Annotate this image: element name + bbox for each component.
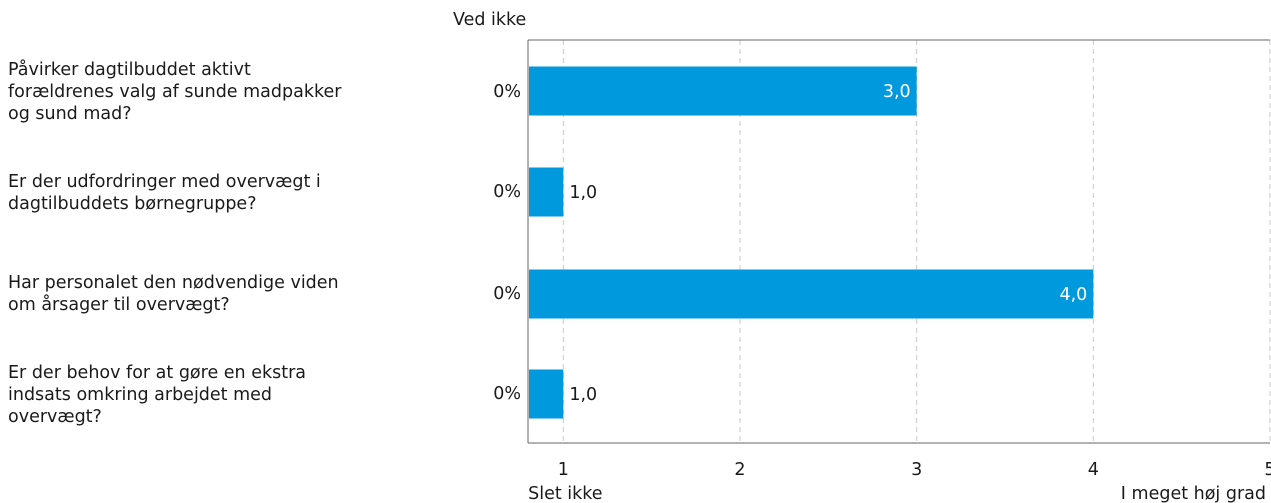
bar-4 bbox=[529, 369, 564, 419]
bar-value-label-3: 4,0 bbox=[1059, 285, 1087, 305]
x-tick-label-4: 4 bbox=[1088, 460, 1099, 480]
x-tick-label-3: 3 bbox=[911, 460, 922, 480]
bar-2 bbox=[529, 167, 564, 217]
ved-ikke-value-4: 0% bbox=[493, 384, 521, 404]
question-label-1: Påvirker dagtilbuddet aktivt forældrenes… bbox=[8, 60, 342, 124]
bar-3 bbox=[529, 269, 1094, 319]
bar-value-label-4: 1,0 bbox=[569, 385, 597, 405]
question-label-4: Er der behov for at gøre en ekstra indsa… bbox=[8, 363, 306, 427]
bar-value-label-2: 1,0 bbox=[569, 183, 597, 203]
ved-ikke-value-3: 0% bbox=[493, 284, 521, 304]
x-tick-label-1: 1 bbox=[558, 460, 569, 480]
bar-1 bbox=[529, 66, 917, 116]
bar-value-label-1: 3,0 bbox=[883, 82, 911, 102]
x-tick-label-2: 2 bbox=[734, 460, 745, 480]
question-label-2: Er der udfordringer med overvægt i dagti… bbox=[8, 172, 321, 214]
ved-ikke-value-2: 0% bbox=[493, 182, 521, 202]
ved-ikke-value-1: 0% bbox=[493, 82, 521, 102]
question-label-3: Har personalet den nødvendige viden om å… bbox=[8, 273, 339, 315]
x-end-label: I meget høj grad bbox=[1121, 484, 1266, 503]
x-tick-label-5: 5 bbox=[1264, 460, 1271, 480]
ved-ikke-header: Ved ikke bbox=[453, 10, 527, 30]
x-start-label: Slet ikke bbox=[528, 484, 602, 503]
